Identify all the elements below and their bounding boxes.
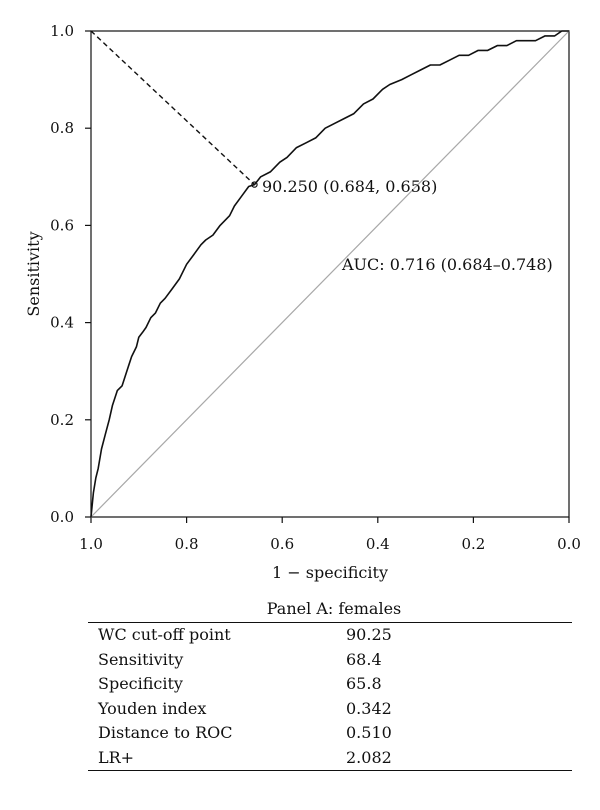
- row-value: 0.510: [346, 723, 392, 742]
- table-row: WC cut-off point 90.25: [88, 623, 572, 648]
- tick-labels: 1.0 0.8 0.6 0.4 0.2 0.0 0.0 0.2 0.4 0.6 …: [50, 22, 581, 553]
- row-value: 0.342: [346, 698, 392, 718]
- row-value: 65.8: [346, 674, 382, 693]
- row-label: Sensitivity: [98, 649, 184, 669]
- row-value: 68.4: [346, 649, 382, 669]
- cutoff-annotation: 90.250 (0.684, 0.658): [262, 177, 437, 196]
- y-tick-label: 0.0: [50, 508, 74, 526]
- table-row: Distance to ROC 0.510: [88, 721, 572, 746]
- x-tick-label: 0.4: [366, 535, 390, 553]
- reference-diagonal-line: [90, 30, 570, 518]
- y-tick-label: 0.8: [50, 119, 74, 137]
- x-axis-title: 1 − specificity: [272, 563, 388, 582]
- y-tick-label: 0.6: [50, 216, 74, 234]
- x-tick-label: 0.0: [557, 535, 581, 553]
- axis-ticks: [85, 30, 570, 523]
- auc-annotation: AUC: 0.716 (0.684–0.748): [341, 255, 553, 274]
- table-row: Youden index 0.342: [88, 697, 572, 722]
- roc-chart: 1.0 0.8 0.6 0.4 0.2 0.0 0.0 0.2 0.4 0.6 …: [24, 22, 581, 582]
- table-row: Sensitivity 68.4: [88, 648, 572, 673]
- table-title: Panel A: females: [266, 599, 402, 618]
- row-label: WC cut-off point: [98, 625, 231, 644]
- row-value: 2.082: [346, 747, 392, 767]
- cutoff-dashed-line: [90, 30, 255, 186]
- row-label: Youden index: [98, 698, 207, 718]
- y-tick-label: 0.2: [50, 411, 74, 429]
- x-tick-label: 0.2: [461, 535, 485, 553]
- x-tick-label: 0.8: [175, 535, 199, 553]
- x-tick-label: 0.6: [270, 535, 294, 553]
- row-label: Distance to ROC: [98, 723, 233, 742]
- y-tick-label: 1.0: [50, 22, 74, 40]
- stats-table: WC cut-off point 90.25 Sensitivity 68.4 …: [88, 622, 572, 771]
- row-value: 90.25: [346, 625, 392, 644]
- stats-table-section: Panel A: females WC cut-off point 90.25 …: [88, 596, 572, 771]
- x-tick-label: 1.0: [79, 535, 103, 553]
- plot-border: [90, 30, 570, 518]
- table-row: Specificity 65.8: [88, 672, 572, 697]
- row-label: LR+: [98, 747, 135, 767]
- y-axis-title: Sensitivity: [24, 231, 43, 316]
- roc-curve: [90, 30, 569, 518]
- row-label: Specificity: [98, 674, 183, 693]
- table-row: LR+ 2.082: [88, 746, 572, 771]
- plot-frame: [90, 30, 570, 518]
- cutoff-point-marker: [251, 181, 258, 188]
- y-tick-label: 0.4: [50, 314, 74, 332]
